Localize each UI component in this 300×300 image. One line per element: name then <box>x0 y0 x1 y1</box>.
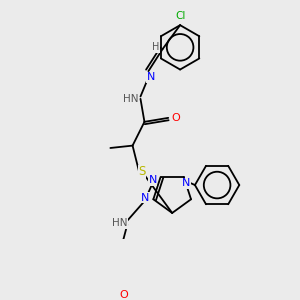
Text: Cl: Cl <box>175 11 185 21</box>
Text: HN: HN <box>112 218 128 228</box>
Text: HN: HN <box>123 94 139 104</box>
Text: N: N <box>182 178 190 188</box>
Text: N: N <box>141 193 150 203</box>
Text: N: N <box>147 73 155 82</box>
Text: H: H <box>152 42 159 52</box>
Text: O: O <box>171 113 180 123</box>
Text: S: S <box>138 165 146 178</box>
Text: O: O <box>120 290 128 300</box>
Text: N: N <box>148 175 157 185</box>
